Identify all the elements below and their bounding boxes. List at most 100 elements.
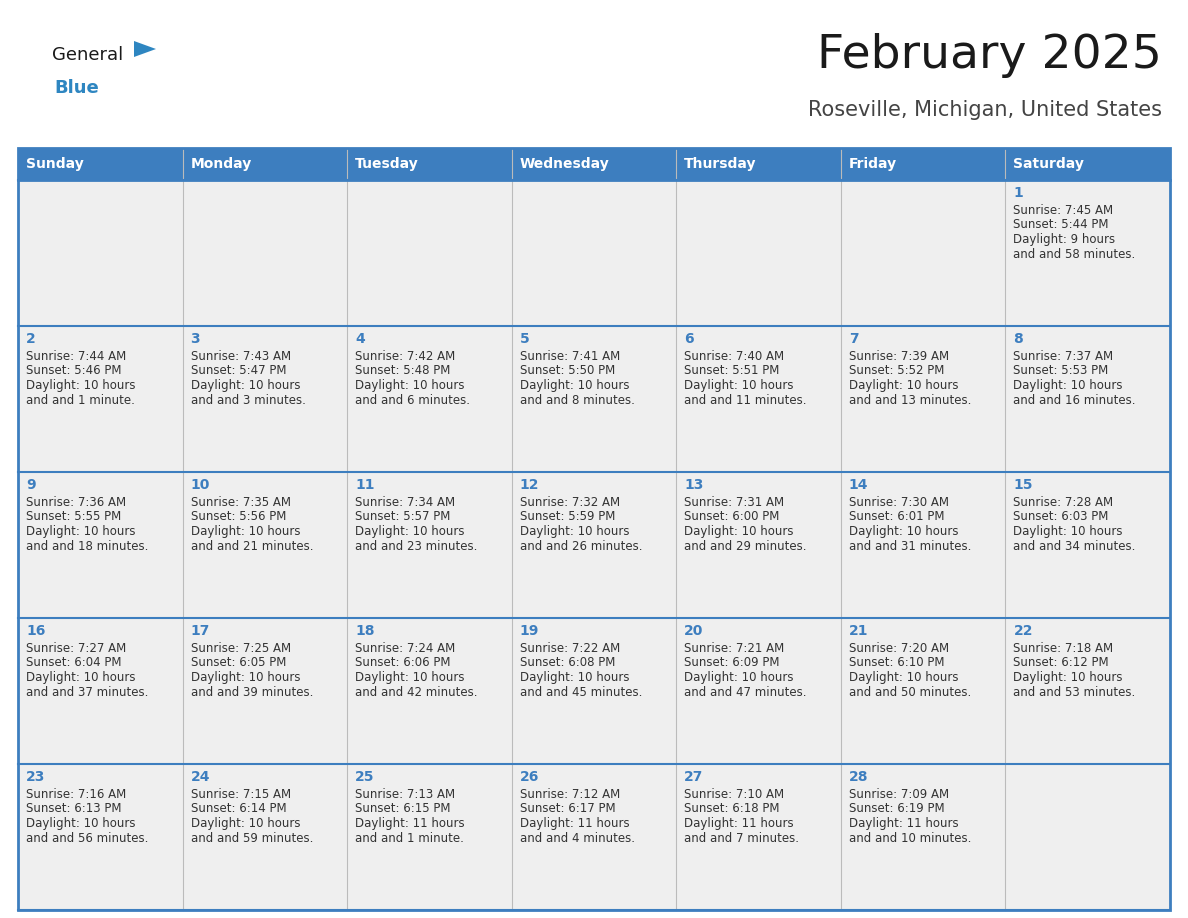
Text: and and 16 minutes.: and and 16 minutes. <box>1013 394 1136 407</box>
Text: Daylight: 10 hours: Daylight: 10 hours <box>519 671 630 684</box>
Text: Daylight: 10 hours: Daylight: 10 hours <box>684 379 794 392</box>
Text: 6: 6 <box>684 332 694 346</box>
Text: 2: 2 <box>26 332 36 346</box>
Text: Daylight: 10 hours: Daylight: 10 hours <box>190 671 301 684</box>
Text: 8: 8 <box>1013 332 1023 346</box>
Text: Daylight: 10 hours: Daylight: 10 hours <box>355 379 465 392</box>
Bar <box>512 472 676 618</box>
Text: Sunrise: 7:44 AM: Sunrise: 7:44 AM <box>26 350 126 363</box>
Bar <box>347 148 512 180</box>
Text: and and 1 minute.: and and 1 minute. <box>26 394 135 407</box>
Text: Sunday: Sunday <box>26 157 83 171</box>
Text: 3: 3 <box>190 332 201 346</box>
Text: 1: 1 <box>1013 186 1023 200</box>
Text: Daylight: 10 hours: Daylight: 10 hours <box>684 671 794 684</box>
Text: 17: 17 <box>190 624 210 638</box>
Text: Daylight: 10 hours: Daylight: 10 hours <box>26 379 135 392</box>
Text: Daylight: 10 hours: Daylight: 10 hours <box>1013 671 1123 684</box>
Text: Sunset: 5:47 PM: Sunset: 5:47 PM <box>190 364 286 377</box>
Bar <box>841 764 1005 910</box>
Bar <box>512 764 676 910</box>
Bar <box>841 326 1005 472</box>
Text: Sunset: 6:12 PM: Sunset: 6:12 PM <box>1013 656 1110 669</box>
Text: Sunrise: 7:39 AM: Sunrise: 7:39 AM <box>849 350 949 363</box>
Text: and and 10 minutes.: and and 10 minutes. <box>849 832 972 845</box>
Text: Sunrise: 7:34 AM: Sunrise: 7:34 AM <box>355 496 455 509</box>
Text: Daylight: 10 hours: Daylight: 10 hours <box>519 525 630 538</box>
Text: Sunrise: 7:37 AM: Sunrise: 7:37 AM <box>1013 350 1113 363</box>
Text: Tuesday: Tuesday <box>355 157 419 171</box>
Text: Sunrise: 7:28 AM: Sunrise: 7:28 AM <box>1013 496 1113 509</box>
Bar <box>183 180 347 326</box>
Text: and and 34 minutes.: and and 34 minutes. <box>1013 540 1136 553</box>
Text: and and 4 minutes.: and and 4 minutes. <box>519 832 634 845</box>
Text: 27: 27 <box>684 770 703 784</box>
Text: Sunrise: 7:21 AM: Sunrise: 7:21 AM <box>684 642 784 655</box>
Bar <box>18 618 183 764</box>
Text: Daylight: 10 hours: Daylight: 10 hours <box>849 525 959 538</box>
Text: Sunset: 6:14 PM: Sunset: 6:14 PM <box>190 802 286 815</box>
Text: and and 6 minutes.: and and 6 minutes. <box>355 394 470 407</box>
Bar <box>183 764 347 910</box>
Text: 5: 5 <box>519 332 530 346</box>
Bar <box>676 180 841 326</box>
Bar <box>347 326 512 472</box>
Text: 16: 16 <box>26 624 45 638</box>
Text: and and 45 minutes.: and and 45 minutes. <box>519 686 642 699</box>
Text: 4: 4 <box>355 332 365 346</box>
Text: Sunrise: 7:42 AM: Sunrise: 7:42 AM <box>355 350 455 363</box>
Text: Sunset: 6:10 PM: Sunset: 6:10 PM <box>849 656 944 669</box>
Text: Sunrise: 7:32 AM: Sunrise: 7:32 AM <box>519 496 620 509</box>
Bar <box>18 148 1170 910</box>
Text: Daylight: 10 hours: Daylight: 10 hours <box>849 671 959 684</box>
Text: Sunrise: 7:36 AM: Sunrise: 7:36 AM <box>26 496 126 509</box>
Bar <box>676 472 841 618</box>
Text: General: General <box>52 46 124 64</box>
Text: 7: 7 <box>849 332 859 346</box>
Text: Daylight: 11 hours: Daylight: 11 hours <box>519 817 630 830</box>
Text: Thursday: Thursday <box>684 157 757 171</box>
Text: Monday: Monday <box>190 157 252 171</box>
Bar <box>183 472 347 618</box>
Text: Sunrise: 7:41 AM: Sunrise: 7:41 AM <box>519 350 620 363</box>
Text: Sunrise: 7:31 AM: Sunrise: 7:31 AM <box>684 496 784 509</box>
Bar <box>1005 148 1170 180</box>
Text: 19: 19 <box>519 624 539 638</box>
Text: Sunset: 6:15 PM: Sunset: 6:15 PM <box>355 802 450 815</box>
Text: Daylight: 10 hours: Daylight: 10 hours <box>190 379 301 392</box>
Text: Sunset: 6:05 PM: Sunset: 6:05 PM <box>190 656 286 669</box>
Bar <box>18 180 183 326</box>
Bar <box>18 148 183 180</box>
Text: February 2025: February 2025 <box>817 32 1162 77</box>
Text: Daylight: 10 hours: Daylight: 10 hours <box>355 525 465 538</box>
Text: Sunrise: 7:45 AM: Sunrise: 7:45 AM <box>1013 204 1113 217</box>
Text: and and 13 minutes.: and and 13 minutes. <box>849 394 972 407</box>
Text: and and 26 minutes.: and and 26 minutes. <box>519 540 643 553</box>
Polygon shape <box>134 41 156 57</box>
Text: 15: 15 <box>1013 478 1032 492</box>
Text: Sunrise: 7:30 AM: Sunrise: 7:30 AM <box>849 496 949 509</box>
Bar <box>347 618 512 764</box>
Text: and and 56 minutes.: and and 56 minutes. <box>26 832 148 845</box>
Text: Wednesday: Wednesday <box>519 157 609 171</box>
Text: 10: 10 <box>190 478 210 492</box>
Text: and and 3 minutes.: and and 3 minutes. <box>190 394 305 407</box>
Text: Sunrise: 7:12 AM: Sunrise: 7:12 AM <box>519 788 620 801</box>
Bar <box>18 326 183 472</box>
Text: and and 53 minutes.: and and 53 minutes. <box>1013 686 1136 699</box>
Bar <box>676 618 841 764</box>
Text: and and 11 minutes.: and and 11 minutes. <box>684 394 807 407</box>
Text: 26: 26 <box>519 770 539 784</box>
Text: 13: 13 <box>684 478 703 492</box>
Bar <box>512 326 676 472</box>
Text: Sunrise: 7:18 AM: Sunrise: 7:18 AM <box>1013 642 1113 655</box>
Text: Sunset: 5:50 PM: Sunset: 5:50 PM <box>519 364 615 377</box>
Text: and and 1 minute.: and and 1 minute. <box>355 832 465 845</box>
Text: 9: 9 <box>26 478 36 492</box>
Bar <box>347 180 512 326</box>
Text: and and 50 minutes.: and and 50 minutes. <box>849 686 971 699</box>
Text: Sunrise: 7:27 AM: Sunrise: 7:27 AM <box>26 642 126 655</box>
Text: Daylight: 11 hours: Daylight: 11 hours <box>849 817 959 830</box>
Text: Daylight: 10 hours: Daylight: 10 hours <box>684 525 794 538</box>
Text: Sunset: 5:56 PM: Sunset: 5:56 PM <box>190 510 286 523</box>
